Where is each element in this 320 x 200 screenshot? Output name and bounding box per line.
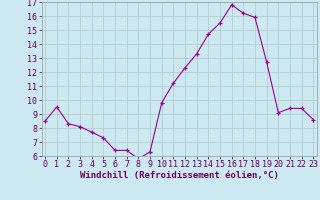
X-axis label: Windchill (Refroidissement éolien,°C): Windchill (Refroidissement éolien,°C) bbox=[80, 171, 279, 180]
